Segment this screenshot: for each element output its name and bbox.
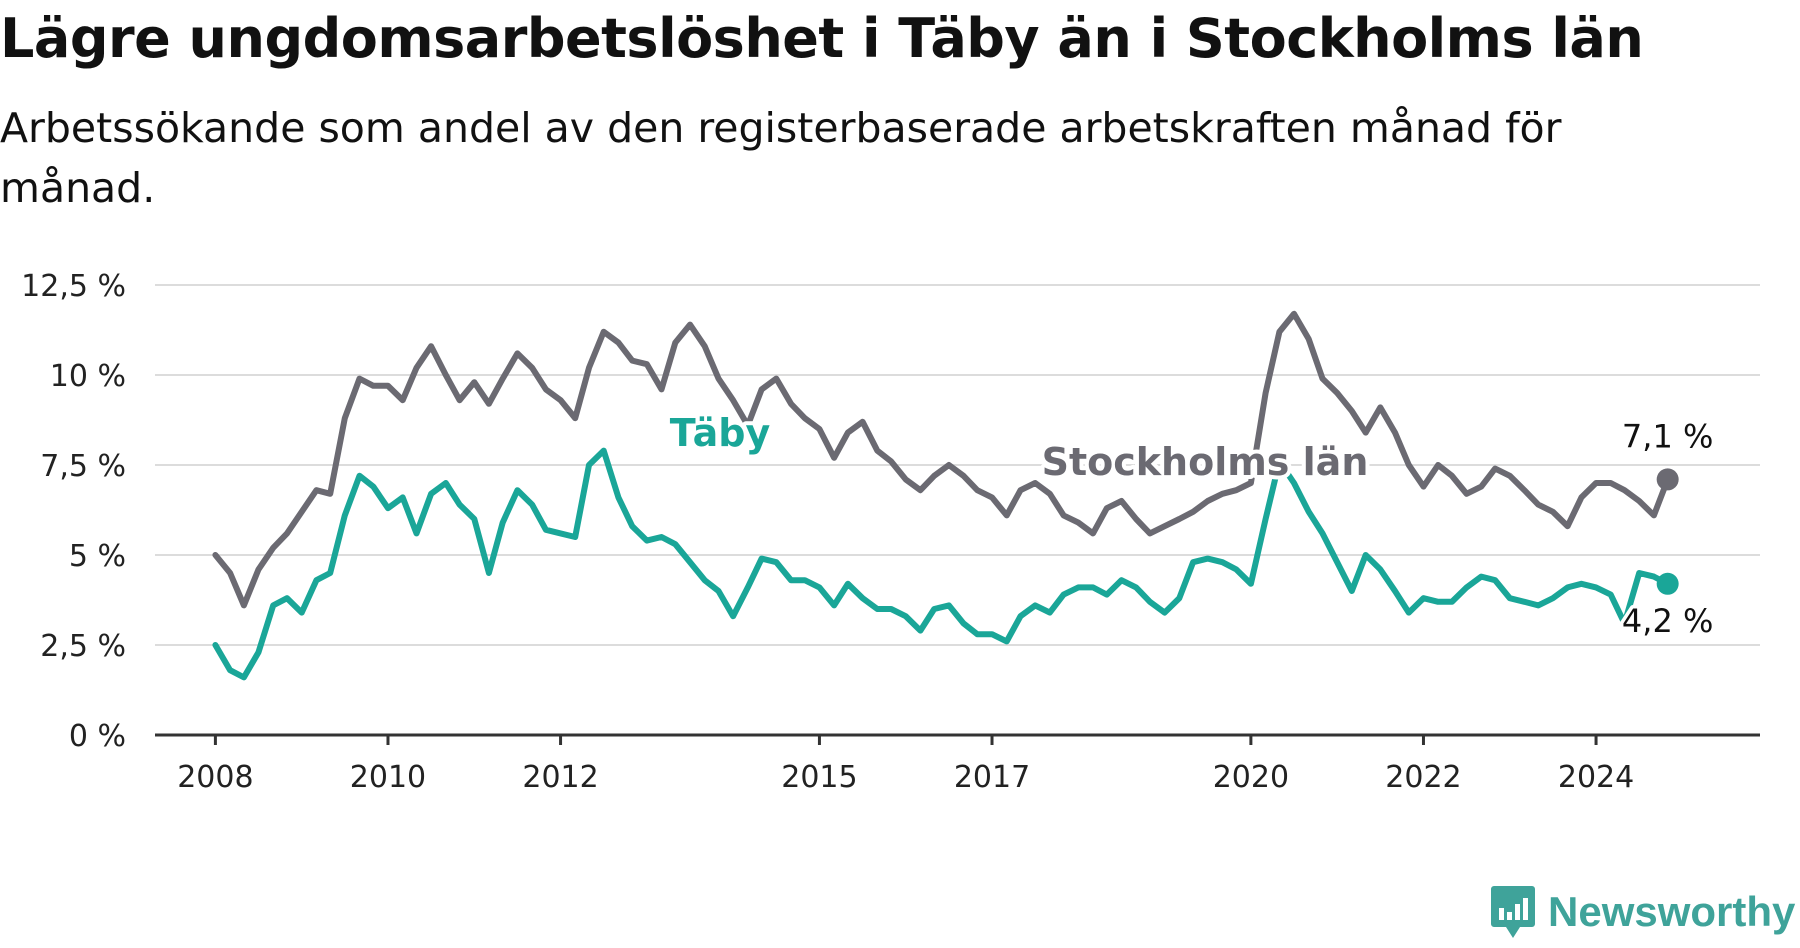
x-tick-label: 2024: [1558, 760, 1634, 790]
x-tick-label: 2015: [781, 760, 857, 790]
end-value-label: 7,1 %: [1622, 417, 1713, 455]
series-end-point: [1656, 572, 1679, 595]
x-tick-label: 2012: [522, 760, 598, 790]
y-tick-label: 7,5 %: [40, 449, 126, 484]
series-label: Stockholms län: [1042, 440, 1369, 484]
series-label: Täby: [670, 411, 771, 455]
y-tick-label: 10 %: [50, 359, 126, 394]
newsworthy-logo-icon: [1491, 886, 1535, 938]
brand-name: Newsworthy: [1548, 888, 1796, 935]
brand: Newsworthy: [1490, 884, 1795, 940]
y-tick-label: 2,5 %: [40, 629, 126, 664]
end-value-label: 4,2 %: [1622, 602, 1713, 640]
series-line-stockholms-lan: [212, 310, 1671, 609]
x-tick-label: 2010: [350, 760, 426, 790]
y-tick-label: 0 %: [69, 719, 126, 754]
x-tick-label: 2022: [1385, 760, 1461, 790]
x-tick-label: 2008: [177, 760, 253, 790]
series-end-point: [1656, 468, 1679, 491]
y-tick-label: 12,5 %: [21, 269, 126, 304]
x-tick-label: 2017: [954, 760, 1030, 790]
x-tick-label: 2020: [1213, 760, 1289, 790]
chart-title: Lägre ungdomsarbetslöshet i Täby än i St…: [0, 7, 1644, 70]
chart-subtitle: Arbetssökande som andel av den registerb…: [0, 104, 1562, 212]
y-tick-label: 5 %: [69, 539, 126, 574]
series-line-taby: [212, 447, 1671, 681]
line-chart: 0 % 2,5 % 5 % 7,5 % 10 % 12,5 % 2008 2010 2012 20…: [21, 269, 1760, 790]
